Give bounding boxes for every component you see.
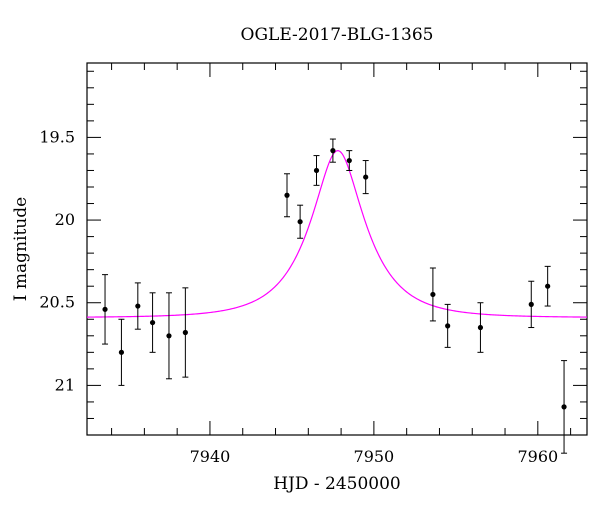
data-point bbox=[149, 292, 156, 353]
data-point bbox=[477, 302, 484, 353]
point-marker bbox=[313, 167, 320, 174]
data-point bbox=[313, 155, 320, 186]
axis-tick-labels: 7940 7950 7960 19.5 20 20.5 21 bbox=[39, 127, 558, 466]
y-tick-label: 20 bbox=[55, 210, 75, 229]
y-axis-label: I magnitude bbox=[11, 197, 31, 301]
plot-frame bbox=[86, 62, 588, 436]
data-point bbox=[544, 265, 551, 307]
model-curve bbox=[86, 150, 588, 318]
data-point bbox=[528, 280, 535, 329]
point-marker bbox=[430, 291, 436, 298]
x-axis-label: HJD - 2450000 bbox=[273, 474, 401, 494]
point-marker bbox=[346, 157, 352, 164]
point-marker bbox=[102, 306, 108, 312]
y-tick-label: 19.5 bbox=[39, 127, 75, 146]
point-marker bbox=[545, 283, 551, 289]
point-marker bbox=[445, 323, 451, 329]
data-point bbox=[362, 160, 369, 195]
point-marker bbox=[561, 404, 567, 410]
point-marker bbox=[297, 219, 303, 225]
point-marker bbox=[135, 303, 141, 309]
point-marker bbox=[528, 301, 534, 307]
point-marker bbox=[363, 174, 369, 180]
y-tick-label: 20.5 bbox=[39, 293, 75, 312]
point-marker bbox=[166, 333, 172, 339]
data-point bbox=[429, 267, 436, 322]
point-marker bbox=[330, 148, 336, 154]
x-tick-label: 7960 bbox=[517, 447, 558, 466]
point-marker bbox=[477, 324, 484, 331]
axis-ticks bbox=[87, 63, 587, 436]
y-tick-label: 21 bbox=[55, 375, 75, 394]
data-points-layer bbox=[102, 138, 568, 454]
data-point bbox=[284, 173, 290, 218]
data-point bbox=[346, 150, 353, 171]
point-marker bbox=[118, 349, 125, 355]
data-point bbox=[329, 138, 336, 163]
data-point bbox=[561, 360, 568, 454]
model-curve-layer bbox=[86, 150, 588, 318]
x-tick-label: 7950 bbox=[354, 447, 395, 466]
data-point bbox=[444, 303, 451, 348]
data-point bbox=[102, 274, 109, 345]
data-point bbox=[134, 282, 141, 330]
point-marker bbox=[284, 192, 290, 198]
point-marker bbox=[149, 319, 156, 326]
chart-title: OGLE-2017-BLG-1365 bbox=[241, 25, 434, 45]
data-point bbox=[118, 318, 125, 386]
x-tick-label: 7940 bbox=[190, 447, 231, 466]
data-point bbox=[165, 292, 172, 380]
point-marker bbox=[182, 329, 188, 336]
data-point bbox=[182, 287, 189, 378]
data-point bbox=[297, 204, 304, 239]
